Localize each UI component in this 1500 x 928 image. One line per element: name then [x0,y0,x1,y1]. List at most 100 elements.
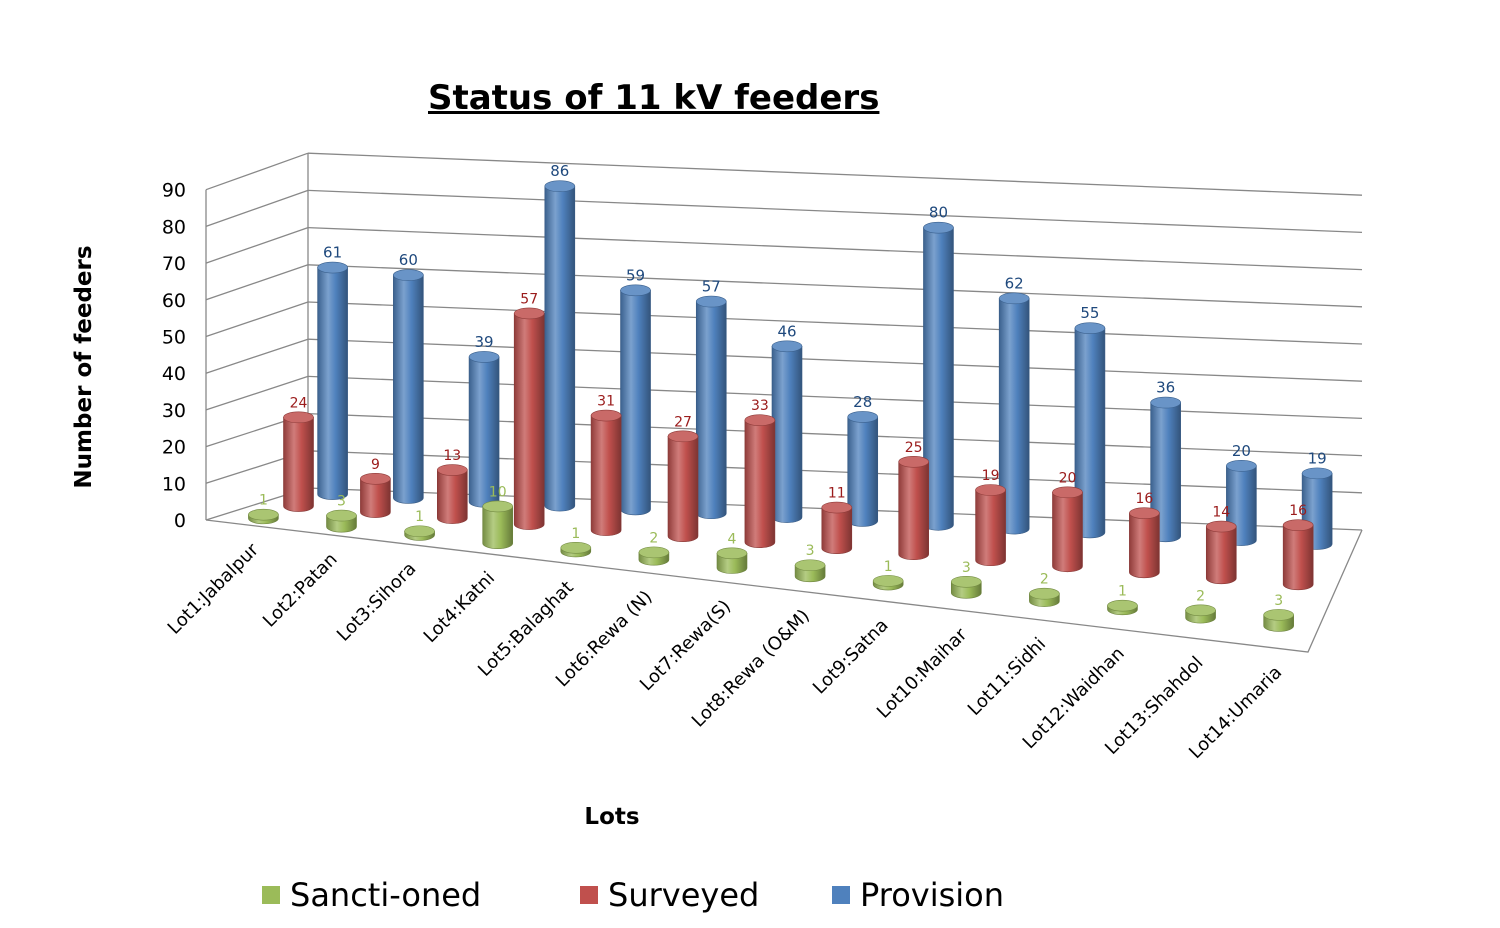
legend-label-provision: Provision [860,876,1005,914]
gridline-back [307,226,1363,271]
bar-body [513,313,545,530]
bar-top [1282,519,1314,531]
bar-sancti-oned-5 [560,541,592,558]
bar-surveyed-3 [437,464,468,524]
bar-top [667,430,699,443]
gridline-back [307,412,1363,457]
gridline-back [307,338,1363,382]
x-tick-label: Lot4:Katni [420,568,499,647]
bar-surveyed-4 [513,307,545,530]
gridline-back [307,375,1363,420]
chart-title: Status of 11 kV feeders [428,78,880,118]
legend-swatch-provision [832,886,850,904]
legend-label-surveyed: Surveyed [608,876,760,914]
gridline-side [205,226,309,264]
data-label: 57 [520,291,538,307]
bar-provision-3 [468,351,500,508]
data-label: 24 [290,395,308,411]
gridline-side [205,301,309,338]
legend-label-sanctioned: Sancti-oned [290,876,482,914]
data-label: 13 [443,448,461,464]
bar-provision-4 [544,180,576,512]
data-label: 3 [337,494,346,510]
data-label: 14 [1212,505,1230,521]
data-label: 60 [399,251,418,269]
bar-body [283,417,314,512]
bar-top [1074,322,1106,334]
data-label: 4 [728,531,737,547]
x-axis-title: Lots [584,804,640,830]
bar-body [847,416,879,527]
data-label: 36 [1156,379,1175,397]
data-label: 3 [962,560,971,576]
bar-top [950,575,982,588]
data-label: 28 [853,393,872,411]
bar-top [360,473,391,485]
gridline-back [307,152,1363,196]
bar-top [620,284,651,297]
bar-top [1029,587,1060,600]
x-tick-label: Lot7:Rewa(S) [636,596,735,695]
bar-top [248,508,279,521]
bar-provision-11 [1074,322,1106,539]
y-tick-label: 90 [162,180,186,202]
data-label: 10 [489,484,507,500]
y-axis-title: Number of feeders [71,245,97,489]
bar-provision-1 [317,261,348,500]
bar-top [771,340,803,353]
bar-sancti-oned-13 [1185,604,1216,624]
bar-top [1129,507,1160,519]
data-label: 19 [982,468,1000,484]
legend: Sancti-oned Surveyed Provision [262,874,1122,918]
data-label: 3 [806,543,815,559]
y-tick-label: 10 [162,473,186,495]
bar-top [638,546,670,559]
bar-top [513,307,545,320]
bar-body [744,419,776,548]
data-label: 19 [1308,449,1327,467]
data-label: 46 [777,322,796,340]
bar-top [695,295,727,308]
x-tick-label: Lot1:Jabalpur [164,539,264,639]
floor-edge [205,519,1363,653]
bar-body [771,345,803,523]
y-tick-label: 40 [162,363,186,385]
data-label: 1 [1118,584,1127,600]
bar-top [716,547,748,560]
bar-body [898,461,929,560]
bar-surveyed-8 [821,501,853,554]
data-label: 20 [1232,442,1251,460]
bar-surveyed-13 [1205,520,1237,585]
y-tick-label: 50 [162,327,186,349]
gridline-side [205,189,309,228]
bar-surveyed-12 [1129,507,1160,579]
bar-surveyed-7 [744,414,776,548]
bar-top [1052,486,1083,499]
data-label: 2 [1040,572,1049,588]
bar-top [1150,396,1181,409]
data-label: 80 [929,204,948,222]
bar-top [872,575,904,587]
y-tick-label: 0 [174,510,186,532]
bar-surveyed-5 [590,409,622,536]
bar-top [326,509,357,522]
data-label: 1 [571,526,580,542]
bar-top [1107,599,1138,612]
bar-sancti-oned-9 [872,575,904,591]
bar-surveyed-2 [360,473,391,518]
bar-body [667,436,699,542]
x-tick-label: Lot10:Maihar [873,624,972,723]
data-label: 25 [905,440,923,456]
data-label: 55 [1080,304,1099,322]
bar-top [1226,460,1257,472]
gridline-side [205,338,309,374]
bar-sancti-oned-1 [248,508,279,525]
bar-top [590,409,622,422]
x-tick-label: Lot11:Sidhi [964,634,1050,720]
gridline-side [205,375,309,411]
bar-body [1052,492,1083,573]
data-label: 11 [828,486,846,502]
legend-swatch-surveyed [580,886,598,904]
